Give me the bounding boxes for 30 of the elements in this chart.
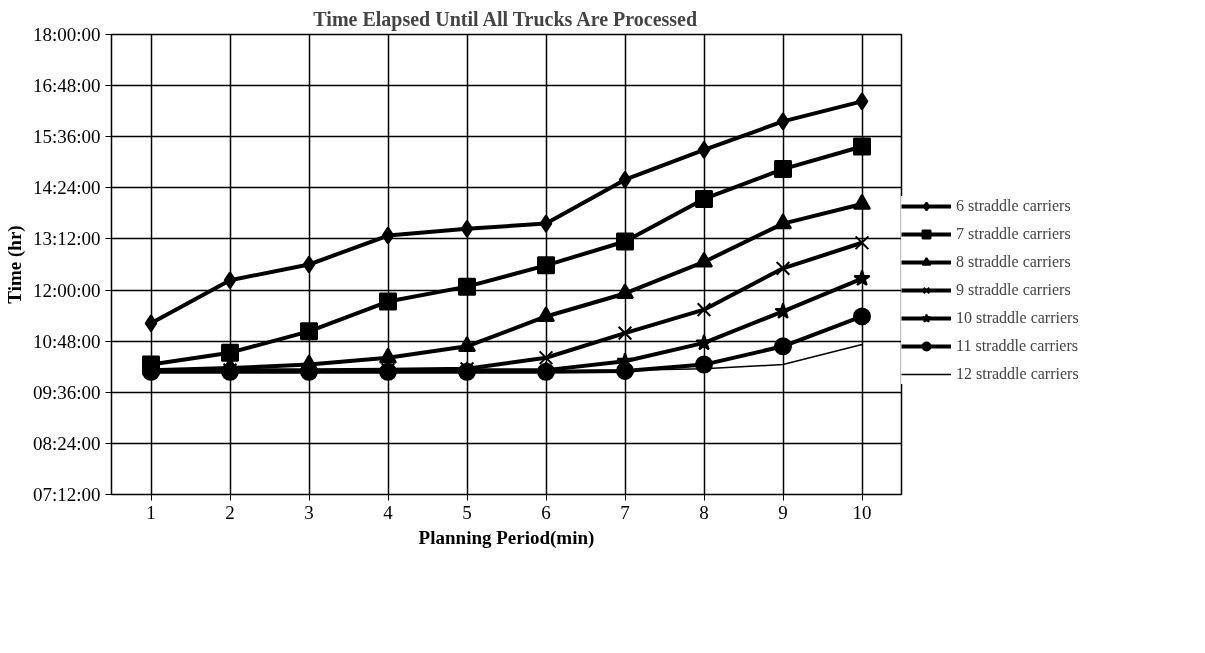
legend-label: 6 straddle carriers — [956, 197, 1071, 215]
y-tick-label: 09:36:00 — [32, 381, 101, 403]
x-tick-label: 4 — [383, 501, 394, 523]
y-tick-label: 07:12:00 — [32, 484, 101, 505]
legend-label: 9 straddle carriers — [956, 281, 1071, 299]
legend-label: 12 straddle carriers — [956, 365, 1079, 383]
y-tick-label: 16:48:00 — [32, 75, 101, 97]
x-tick-label: 7 — [620, 501, 630, 523]
legend-label: 11 straddle carriers — [956, 337, 1079, 355]
x-tick-label: 5 — [462, 501, 472, 523]
x-tick-label: 2 — [225, 501, 235, 523]
y-tick-label: 15:36:00 — [32, 126, 101, 148]
y-tick-label: 14:24:00 — [32, 177, 101, 199]
x-axis-title: Planning Period(min) — [418, 526, 595, 549]
x-tick-label: 9 — [778, 501, 788, 523]
x-tick-label: 1 — [146, 501, 156, 523]
x-tick-label: 6 — [541, 501, 551, 523]
y-tick-label: 12:00:00 — [32, 279, 101, 301]
y-axis-title: Time (hr) — [3, 225, 26, 304]
legend-label: 10 straddle carriers — [956, 309, 1079, 327]
y-tick-label: 10:48:00 — [32, 330, 101, 352]
legend-label: 7 straddle carriers — [956, 225, 1071, 243]
x-tick-label: 3 — [304, 501, 314, 523]
legend-label: 8 straddle carriers — [956, 253, 1071, 271]
x-tick-label: 8 — [699, 501, 709, 523]
y-tick-label: 18:00:00 — [32, 24, 101, 45]
y-tick-label: 08:24:00 — [32, 432, 101, 454]
x-tick-label: 10 — [852, 501, 872, 523]
chart-title: Time Elapsed Until All Trucks Are Processed — [313, 7, 698, 31]
y-tick-label: 13:12:00 — [32, 228, 101, 250]
